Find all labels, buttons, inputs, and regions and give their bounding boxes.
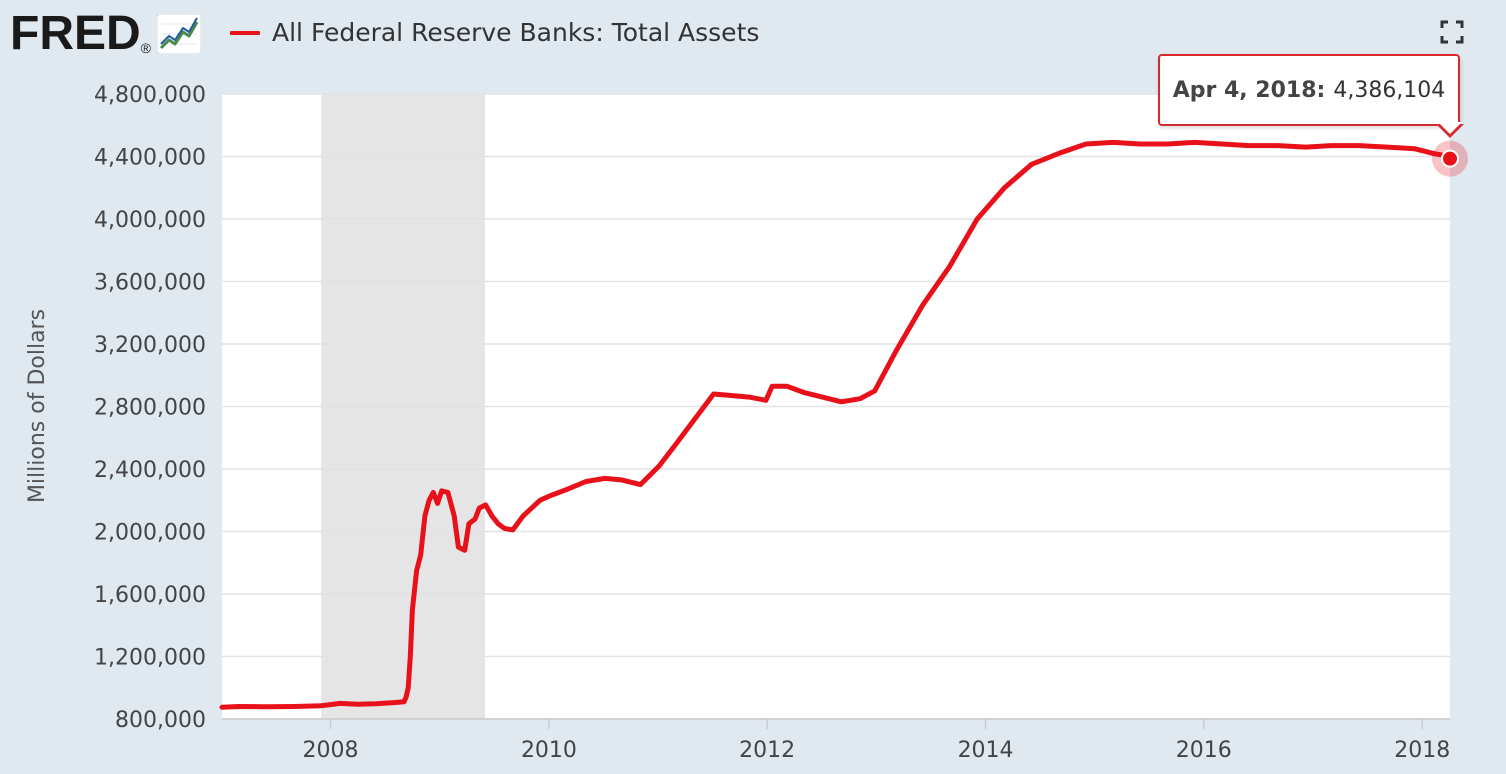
y-tick-label: 2,800,000 bbox=[94, 396, 206, 421]
x-tick-label: 2016 bbox=[1176, 738, 1232, 763]
tooltip-arrow-fill bbox=[1438, 122, 1462, 134]
tooltip-value: 4,386,104 bbox=[1333, 77, 1446, 103]
y-tick-label: 2,400,000 bbox=[94, 458, 206, 483]
fred-chart-icon bbox=[157, 14, 201, 54]
x-tick-label: 2008 bbox=[302, 738, 358, 763]
y-tick-label: 1,200,000 bbox=[94, 646, 206, 671]
data-tooltip: Apr 4, 2018: 4,386,104 bbox=[1158, 54, 1460, 126]
y-tick-label: 1,600,000 bbox=[94, 583, 206, 608]
y-tick-label: 3,600,000 bbox=[94, 271, 206, 296]
x-axis: 2008 2010 2012 2014 2016 2018 bbox=[222, 718, 1450, 763]
y-tick-label: 3,200,000 bbox=[94, 333, 206, 358]
y-tick-label: 800,000 bbox=[115, 708, 206, 733]
legend-swatch bbox=[230, 30, 260, 35]
y-axis: 800,000 1,200,000 1,600,000 2,000,000 2,400,… bbox=[94, 83, 206, 733]
tooltip-date: Apr 4, 2018: bbox=[1172, 77, 1326, 103]
fred-logo-text: FRED bbox=[10, 7, 141, 60]
y-tick-label: 4,400,000 bbox=[94, 146, 206, 171]
series-line-total-assets[interactable] bbox=[219, 139, 1453, 710]
hover-point-marker[interactable] bbox=[1441, 149, 1459, 168]
y-tick-label: 4,800,000 bbox=[94, 83, 206, 108]
x-tick-label: 2014 bbox=[958, 738, 1014, 763]
x-tick-label: 2012 bbox=[739, 738, 795, 763]
x-tick-label: 2018 bbox=[1394, 738, 1450, 763]
fullscreen-icon[interactable] bbox=[1440, 20, 1464, 44]
y-tick-label: 4,000,000 bbox=[94, 208, 206, 233]
legend-label: All Federal Reserve Banks: Total Assets bbox=[272, 18, 760, 47]
chart-header: FRED ® All Federal Reserve Banks: Total … bbox=[0, 0, 1506, 70]
chart-legend[interactable]: All Federal Reserve Banks: Total Assets bbox=[230, 18, 759, 47]
fred-logo[interactable]: FRED ® bbox=[10, 10, 201, 58]
registered-mark: ® bbox=[140, 40, 151, 56]
y-tick-label: 2,000,000 bbox=[94, 521, 206, 546]
x-tick-label: 2010 bbox=[521, 738, 577, 763]
y-axis-label: Millions of Dollars bbox=[25, 309, 50, 503]
